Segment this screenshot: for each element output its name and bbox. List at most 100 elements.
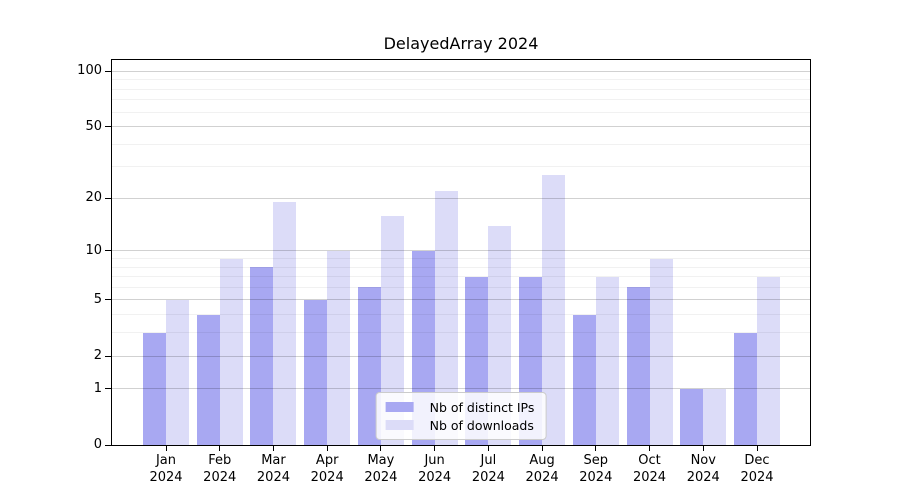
x-axis-tick <box>649 446 651 451</box>
major-gridline <box>112 250 810 252</box>
x-tick-label: Feb 2024 <box>190 452 250 486</box>
x-tick-label: Jul 2024 <box>458 452 518 486</box>
major-gridline <box>112 388 810 390</box>
y-axis-tick <box>105 444 112 446</box>
x-tick-label: Jun 2024 <box>405 452 465 486</box>
plot-area <box>111 59 811 446</box>
x-tick-label: Nov 2024 <box>673 452 733 486</box>
x-axis-tick <box>272 446 274 451</box>
x-tick-year: 2024 <box>364 470 398 485</box>
x-tick-year: 2024 <box>256 470 290 485</box>
x-tick-month: Nov <box>690 453 716 468</box>
x-tick-month: Dec <box>744 453 770 468</box>
major-gridline <box>112 70 810 72</box>
x-tick-year: 2024 <box>471 470 505 485</box>
y-axis-tick <box>105 299 112 301</box>
y-tick-label: 20 <box>85 190 102 206</box>
minor-gridline <box>112 111 810 113</box>
x-tick-year: 2024 <box>149 470 183 485</box>
x-tick-year: 2024 <box>579 470 613 485</box>
major-gridline <box>112 355 810 357</box>
y-tick-label: 5 <box>93 291 102 307</box>
y-tick-label: 2 <box>93 348 102 364</box>
y-tick-label: 10 <box>85 242 102 258</box>
legend-swatch <box>385 420 414 430</box>
y-tick-label: 50 <box>85 118 102 134</box>
y-tick-label: 100 <box>77 63 102 79</box>
bar-nb-of-distinct-ips-may <box>357 287 381 445</box>
bar-nb-of-distinct-ips-dec <box>734 332 757 445</box>
minor-gridline <box>112 99 810 101</box>
legend-label: Nb of downloads <box>429 417 534 433</box>
x-tick-year: 2024 <box>418 470 452 485</box>
x-tick-year: 2024 <box>310 470 344 485</box>
y-axis-tick <box>105 388 112 390</box>
x-tick-label: Oct 2024 <box>620 452 680 486</box>
legend-entry: Nb of distinct IPs <box>385 398 535 416</box>
x-axis-tick <box>756 446 758 451</box>
x-tick-month: Aug <box>529 453 555 468</box>
x-axis-tick <box>434 446 436 451</box>
x-tick-month: Jun <box>424 453 445 468</box>
y-axis-tick <box>105 70 112 72</box>
x-tick-year: 2024 <box>740 470 774 485</box>
x-tick-year: 2024 <box>525 470 559 485</box>
y-axis-tick <box>105 126 112 128</box>
x-tick-month: Feb <box>208 453 232 468</box>
bar-nb-of-distinct-ips-oct <box>626 287 650 445</box>
x-tick-month: May <box>367 453 395 468</box>
bar-nb-of-distinct-ips-nov <box>680 388 704 445</box>
x-axis-tick <box>380 446 382 451</box>
minor-gridline <box>112 286 810 288</box>
chart-title: DelayedArray 2024 <box>383 34 539 53</box>
x-tick-month: Apr <box>315 453 339 468</box>
legend-swatch <box>385 402 414 412</box>
bar-nb-of-downloads-apr <box>327 250 351 445</box>
minor-gridline <box>112 266 810 268</box>
bar-nb-of-distinct-ips-mar <box>250 267 274 445</box>
bar-nb-of-distinct-ips-feb <box>196 314 220 445</box>
x-tick-label: Jan 2024 <box>136 452 196 486</box>
y-axis-tick <box>105 250 112 252</box>
bar-nb-of-downloads-dec <box>757 276 780 445</box>
x-tick-month: Sep <box>583 453 609 468</box>
bar-nb-of-downloads-sep <box>595 276 619 445</box>
x-axis-tick <box>702 446 704 451</box>
bar-nb-of-downloads-jul <box>488 225 512 445</box>
x-axis-tick <box>595 446 597 451</box>
y-tick-label: 0 <box>93 437 102 452</box>
bar-nb-of-downloads-aug <box>542 175 566 445</box>
bar-nb-of-distinct-ips-sep <box>572 314 596 445</box>
x-tick-month: Oct <box>638 453 661 468</box>
x-tick-label: Sep 2024 <box>566 452 626 486</box>
bar-nb-of-downloads-feb <box>219 258 243 445</box>
legend: Nb of distinct IPs Nb of downloads <box>375 392 547 440</box>
y-axis-tick <box>105 355 112 357</box>
major-gridline <box>112 126 810 128</box>
minor-gridline <box>112 88 810 90</box>
bar-nb-of-downloads-oct <box>649 258 673 445</box>
x-tick-label: Apr 2024 <box>297 452 357 486</box>
minor-gridline <box>112 258 810 259</box>
minor-gridline <box>112 143 810 145</box>
bar-nb-of-downloads-jun <box>434 191 458 445</box>
minor-gridline <box>112 332 810 334</box>
legend-label: Nb of distinct IPs <box>429 399 535 415</box>
x-tick-year: 2024 <box>203 470 237 485</box>
bar-nb-of-downloads-jan <box>166 299 189 445</box>
minor-gridline <box>112 79 810 81</box>
bar-nb-of-downloads-mar <box>273 202 297 445</box>
bar-nb-of-downloads-nov <box>703 388 727 445</box>
minor-gridline <box>112 314 810 316</box>
x-tick-label: Aug 2024 <box>512 452 572 486</box>
x-tick-label: Mar 2024 <box>243 452 303 486</box>
bar-nb-of-downloads-may <box>380 215 404 445</box>
x-axis-tick <box>165 446 167 451</box>
x-tick-month: Jan <box>155 453 177 468</box>
minor-gridline <box>112 276 810 278</box>
x-tick-year: 2024 <box>686 470 720 485</box>
x-tick-label: Dec 2024 <box>727 452 787 486</box>
x-tick-year: 2024 <box>632 470 667 485</box>
legend-entry: Nb of downloads <box>385 416 535 434</box>
minor-gridline <box>112 166 810 168</box>
